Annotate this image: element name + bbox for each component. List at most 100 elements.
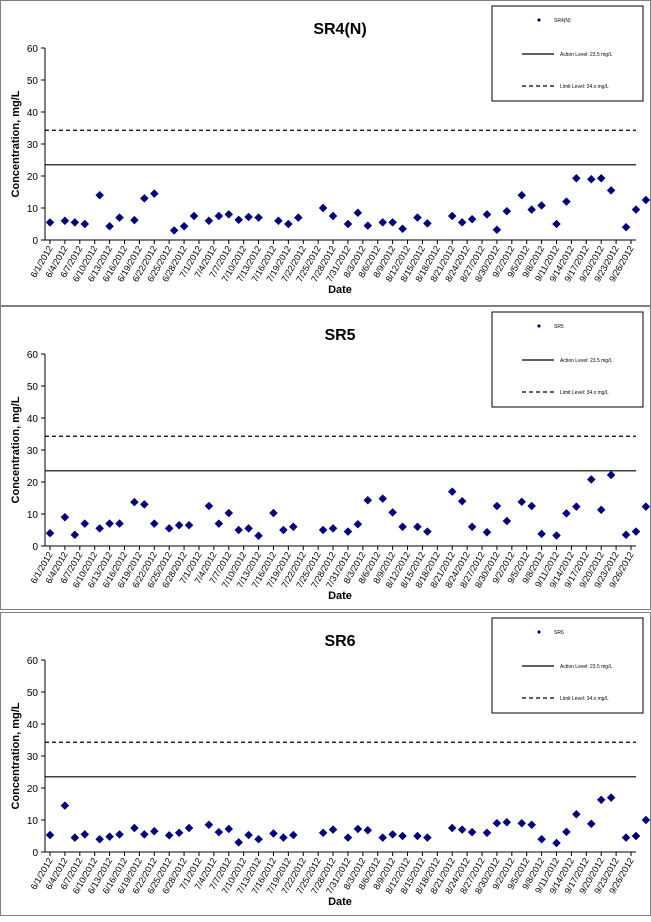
x-axis-label: Date [328,896,352,908]
y-tick-label: 0 [32,542,38,553]
y-tick-label: 40 [27,108,39,119]
data-point [234,838,244,847]
data-point [279,525,288,535]
y-tick-label: 50 [27,382,39,393]
data-point [621,530,631,540]
data-point [174,828,184,838]
y-tick-label: 20 [27,478,39,489]
data-point [537,201,546,210]
data-point [60,512,70,522]
data-point [423,219,432,228]
data-point [224,824,234,834]
data-point [343,527,353,536]
data-point [413,522,422,532]
data-point [482,527,492,537]
data-point [388,218,397,227]
data-point [274,216,283,226]
data-point [164,524,174,533]
data-point [149,826,159,836]
data-point [318,203,328,213]
data-point [631,527,641,536]
data-point [398,522,407,532]
data-point [328,825,338,834]
data-point [244,524,253,533]
data-point [130,215,139,225]
data-point [482,828,492,838]
chart-panel-sr5: SR5 0 10 20 30 40 50 60 Concentration, mg/L 6/1/2… [0,306,651,612]
data-point [214,827,224,837]
data-point [388,830,397,839]
data-point [552,838,561,848]
data-point [378,833,388,842]
legend-box [491,311,644,408]
data-point [606,793,616,802]
data-point [552,219,561,229]
data-point [641,195,651,205]
data-point [517,818,527,828]
data-point [552,531,561,540]
data-point [457,218,467,227]
data-point [413,213,422,222]
y-tick-label: 40 [27,720,39,731]
data-point [467,522,477,532]
data-point [467,827,477,837]
data-point [115,830,124,839]
data-point [174,520,184,530]
data-point [45,830,55,840]
data-point [621,222,631,232]
chart-title: SR6 [324,633,355,650]
data-point [204,501,214,511]
data-point [164,831,174,840]
data-point [139,830,149,839]
legend-series-label: SR4(N) [554,18,571,24]
chart-title: SR5 [324,327,355,344]
data-point [269,508,278,518]
legend-series-label: SR6 [554,630,564,636]
chart-panel-sr6: SR6 0 10 20 30 40 50 60 Concentration, mg/L 6/1/2… [0,612,651,917]
data-point [517,497,527,507]
data-point [139,500,149,509]
y-tick-label: 10 [27,816,39,827]
data-point [149,519,159,528]
data-point [388,508,397,517]
legend-series-label: SR5 [554,324,564,330]
data-point [130,823,139,833]
data-point [572,809,581,819]
data-point [234,525,244,535]
data-point [139,194,149,203]
data-point [269,829,278,838]
legend-box [491,5,644,102]
legend-marker [537,18,541,22]
data-point [244,830,253,840]
data-point [527,205,537,214]
data-point [378,494,388,503]
legend-limit-label: Limit Level: 34.x mg/L [560,390,609,396]
data-point [596,173,606,183]
data-point [204,820,214,830]
y-tick-label: 40 [27,414,39,425]
data-point [224,210,234,219]
data-point [45,218,55,227]
data-point [363,221,373,230]
y-tick-label: 60 [27,656,39,667]
y-tick-label: 50 [27,688,39,699]
data-point [105,519,114,528]
data-point [45,528,55,538]
data-point [457,825,467,834]
data-point [60,216,70,226]
data-point [492,225,502,235]
x-axis-label: Date [328,590,352,602]
y-tick-label: 60 [27,44,39,55]
data-point [204,216,214,226]
chart-panel-sr4n: SR4(N) 0 10 20 30 40 50 60 Concentration, mg/L 6/… [0,0,651,306]
data-point [467,214,477,224]
data-point [254,213,263,222]
data-point [288,830,298,840]
data-point [95,190,105,200]
data-point [423,527,432,536]
y-axis-label: Concentration, mg/L [10,396,22,503]
data-point [95,834,105,844]
data-point [363,495,373,505]
